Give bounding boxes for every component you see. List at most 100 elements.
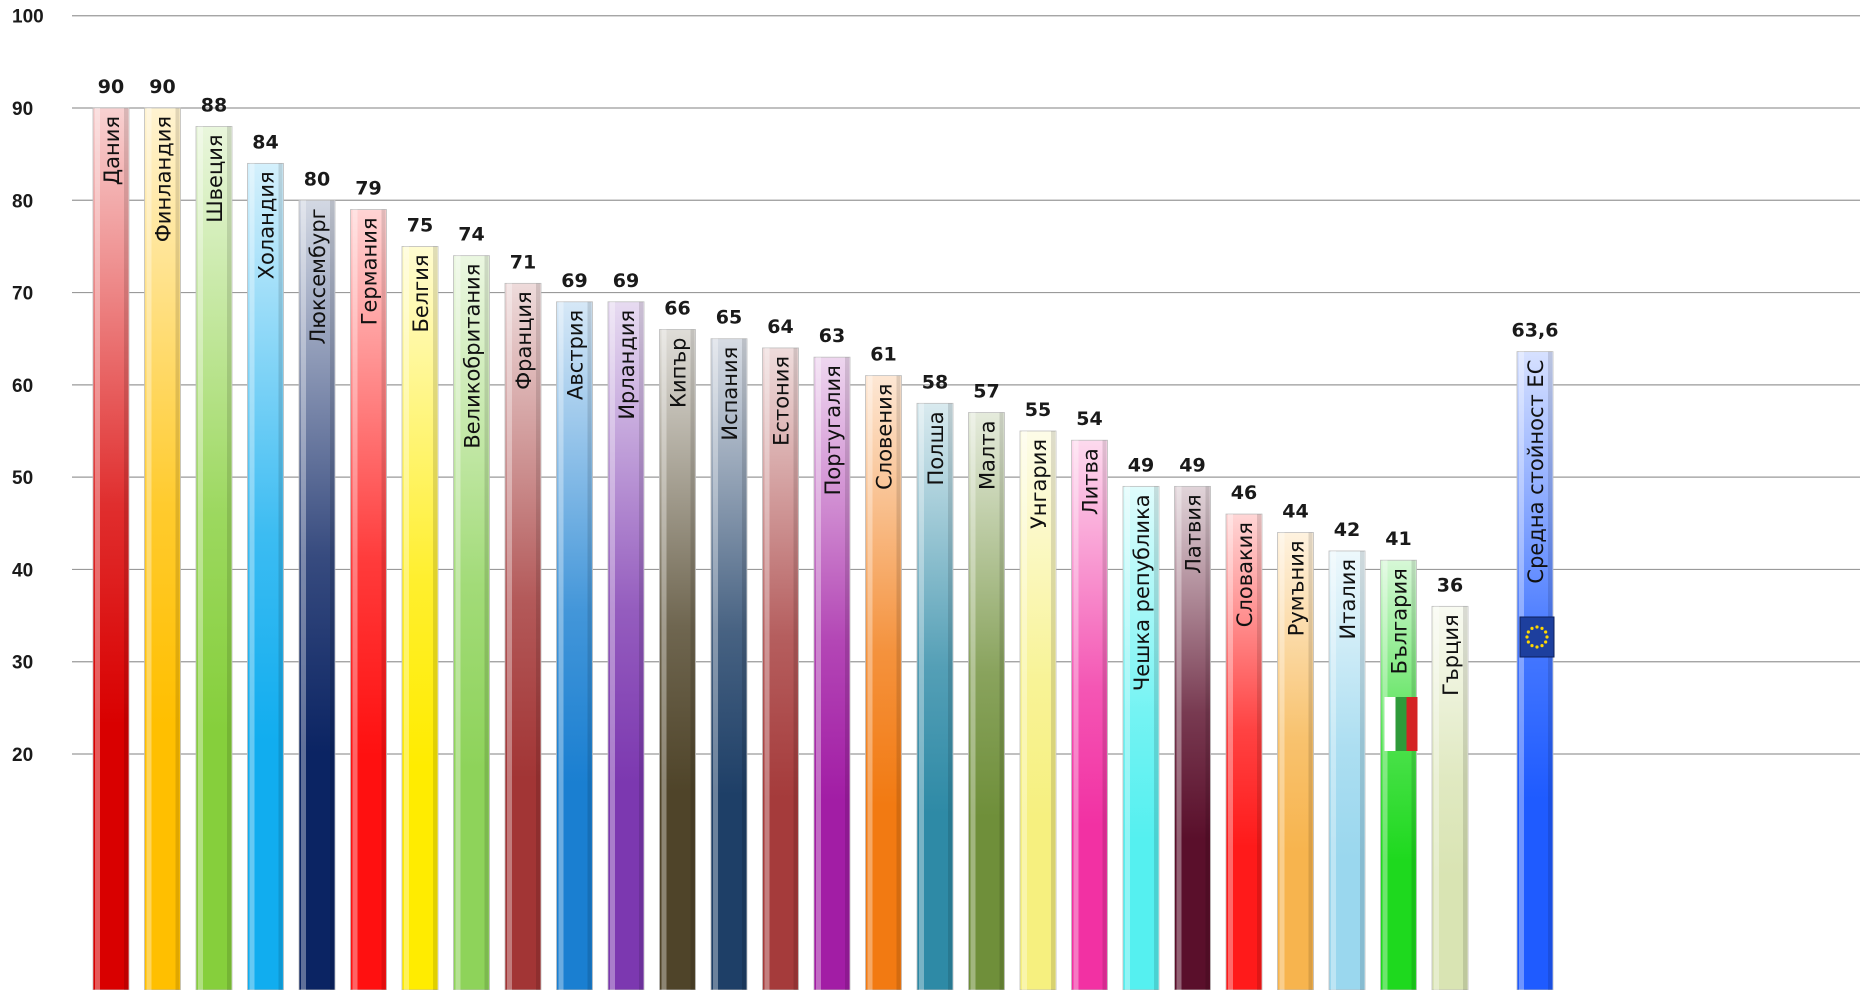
y-tick-label: 50	[12, 468, 33, 489]
gridlines	[72, 15, 1860, 755]
value-label: 63	[819, 325, 845, 347]
category-label: Естония	[770, 356, 794, 446]
bar-highlight	[1331, 550, 1336, 990]
category-label: Средна стойност ЕС	[1524, 360, 1548, 584]
bar-shadow	[278, 163, 283, 990]
bar-shadow	[1154, 486, 1158, 990]
bar-португалия	[813, 356, 851, 990]
bar-highlight	[352, 209, 358, 990]
value-label: 69	[613, 270, 639, 292]
category-label: Чешка република	[1130, 494, 1154, 691]
bar-highlight	[249, 163, 255, 990]
category-label: Франция	[512, 291, 536, 390]
value-label: 64	[767, 316, 793, 338]
bar-франция	[504, 282, 542, 990]
y-tick-label: 40	[12, 560, 33, 581]
bar-shadow	[124, 108, 128, 990]
category-label: Латвия	[1182, 494, 1206, 574]
bar-shadow	[1205, 486, 1210, 990]
bar-литва	[1071, 439, 1108, 990]
value-label: 63,6	[1512, 320, 1559, 342]
category-label: Литва	[1079, 448, 1103, 515]
value-label: 49	[1128, 454, 1154, 476]
bar-shadow	[1411, 560, 1416, 990]
category-label: Швеция	[203, 134, 227, 222]
bar-shadow	[227, 126, 231, 990]
bar-shadow	[433, 246, 437, 990]
bar-shadow	[1257, 514, 1261, 990]
bar-естония	[762, 347, 799, 990]
bar-shadow	[175, 108, 180, 990]
bar-словакия	[1225, 513, 1263, 990]
bar-highlight	[1073, 440, 1079, 990]
bar-highlight	[816, 357, 821, 990]
category-label: България	[1388, 568, 1412, 674]
value-label: 88	[201, 94, 227, 116]
bar-белгия	[401, 246, 439, 990]
bulgarian-flag-icon	[1384, 697, 1418, 751]
bar-highlight	[970, 412, 976, 990]
bar-highlight	[867, 375, 873, 990]
category-label: Румъния	[1285, 541, 1309, 637]
category-label: Финландия	[152, 116, 176, 242]
bar-shadow	[381, 209, 386, 990]
bar-дания	[92, 107, 130, 990]
bar-highlight	[713, 338, 718, 990]
bar-highlight	[1519, 351, 1524, 990]
category-label: Великобритания	[461, 264, 485, 449]
value-label: 71	[510, 251, 536, 273]
bar-highlight	[610, 301, 615, 990]
bars: 90 Дания 90 Финландия 88 Швеция 84 Холандия 80 Лю…	[92, 76, 1559, 990]
bar-гърция	[1431, 605, 1469, 990]
bar-shadow	[1102, 440, 1107, 990]
value-label: 84	[252, 131, 278, 153]
bar-highlight	[1228, 514, 1233, 990]
bar-shadow	[742, 338, 746, 990]
category-label: Австрия	[564, 310, 588, 400]
bar-холандия	[247, 162, 284, 990]
value-label: 57	[973, 381, 999, 403]
bar-shadow	[639, 301, 643, 990]
value-label: 79	[355, 178, 381, 200]
y-tick-label: 20	[12, 745, 33, 766]
bar-shadow	[536, 283, 540, 990]
category-label: Белгия	[409, 254, 433, 332]
value-label: 69	[561, 270, 587, 292]
value-label: 54	[1076, 408, 1102, 430]
bar-highlight	[1176, 486, 1182, 990]
bar-highlight	[1434, 606, 1439, 990]
bar-highlight	[507, 283, 512, 990]
category-label: Испания	[718, 347, 742, 441]
value-label: 75	[407, 214, 433, 236]
bar-люксембург	[298, 199, 336, 990]
category-label: Ирландия	[615, 310, 639, 420]
bar-highlight	[1125, 486, 1130, 990]
bar-австрия	[556, 301, 593, 990]
bar-испания	[710, 338, 748, 990]
bar-румъния	[1277, 532, 1314, 990]
bar-highlight	[764, 347, 770, 990]
category-label: Словакия	[1233, 522, 1257, 627]
bar-великобритания	[453, 255, 490, 990]
value-label: 66	[664, 297, 690, 319]
bar-highlight	[146, 108, 152, 990]
bar-германия	[350, 209, 387, 990]
bar-ирландия	[607, 301, 645, 990]
value-label: 55	[1025, 399, 1051, 421]
bar-финландия	[144, 107, 181, 990]
bar-shadow	[690, 329, 695, 990]
bar-shadow	[1051, 431, 1055, 990]
category-label: Холандия	[255, 171, 279, 279]
value-label: 44	[1282, 501, 1308, 523]
bar-highlight	[1022, 431, 1027, 990]
y-tick-label: 80	[12, 191, 33, 212]
category-label: Люксембург	[306, 208, 330, 344]
bar-shadow	[845, 357, 849, 990]
category-label: Португалия	[821, 365, 845, 495]
y-axis: 20 30 40 50 60 70 80 90 100	[12, 7, 44, 766]
bar-словения	[865, 375, 902, 990]
y-tick-label: 30	[12, 653, 33, 674]
bar-полша	[916, 402, 954, 990]
bar-highlight	[198, 126, 203, 990]
